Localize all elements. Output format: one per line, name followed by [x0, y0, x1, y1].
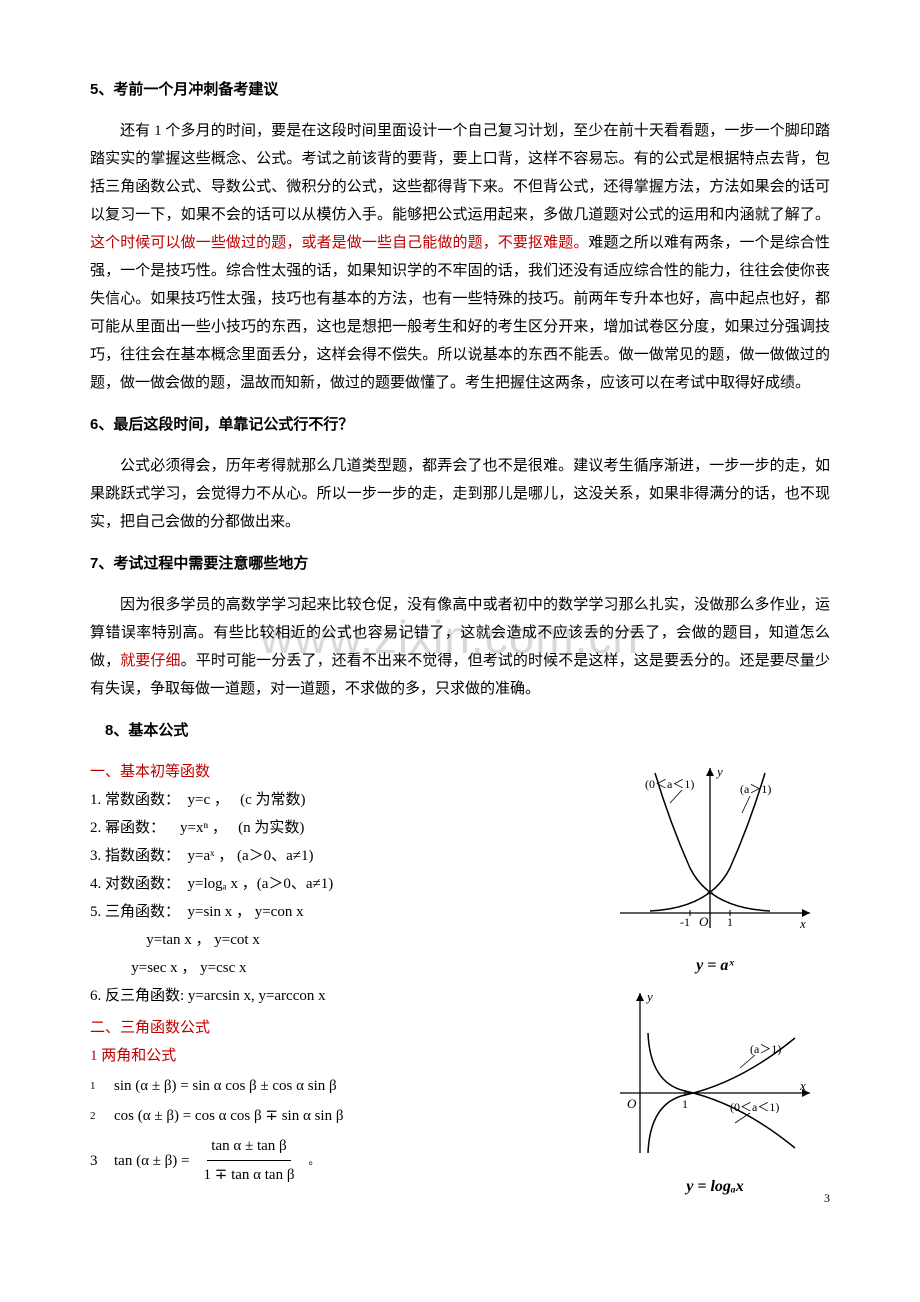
tick-1: 1	[727, 915, 733, 929]
exp-graph: 1 -1 O x y (0＜a＜1) (a＞1)	[600, 758, 820, 948]
section-5-para: 还有 1 个多月的时间，要是在这段时间里面设计一个自己复习计划，至少在前十天看看…	[90, 117, 830, 397]
section-6-heading: 6、最后这段时间，单靠记公式行不行？	[90, 413, 830, 434]
origin-O: O	[699, 914, 709, 929]
basic-functions-block: 一、基本初等函数 1. 常数函数： y=c ， (c 为常数) 2. 幂函数： …	[90, 758, 580, 1189]
s7-text-b: 。平时可能一分丢了，还看不出来不觉得，但考试的时候不是这样，这是要丢分的。还是要…	[90, 653, 830, 697]
exp-graph-caption: y = aˣ	[600, 957, 830, 975]
func-line-7: y=sec x ， y=csc x	[90, 954, 580, 982]
formula-columns: 一、基本初等函数 1. 常数函数： y=c ， (c 为常数) 2. 幂函数： …	[90, 758, 830, 1196]
func-line-1: 1. 常数函数： y=c ， (c 为常数)	[90, 786, 580, 814]
func-line-8: 6. 反三角函数: y=arcsin x, y=arccon x	[90, 982, 580, 1010]
document-page: www.zixin.com.cn 5、考前一个月冲刺备考建议 还有 1 个多月的…	[0, 0, 920, 1226]
eq-num-2: 2	[90, 1102, 104, 1130]
eq-2: cos (α ± β) = cos α cos β ∓ sin α sin β	[114, 1102, 343, 1130]
eq-1: sin (α ± β) = sin α cos β ± cos α sin β	[114, 1072, 337, 1100]
eq-3-numerator: tan α ± tan β	[207, 1132, 290, 1161]
eq-num-1: 1	[90, 1072, 104, 1100]
eq-row-3: 3 tan (α ± β) = tan α ± tan β 1 ∓ tan α …	[90, 1132, 580, 1189]
log-graph: 1 O x y (a＞1) (0＜a＜1)	[600, 983, 820, 1163]
tick-n1: -1	[680, 915, 690, 929]
func-line-4: 4. 对数函数： y=logₐ x ，(a＞0、a≠1)	[90, 870, 580, 898]
log-label-gt: (a＞1)	[750, 1042, 781, 1056]
section-7-para: 因为很多学员的高数学学习起来比较仓促，没有像高中或者初中的数学学习那么扎实，没做…	[90, 591, 830, 703]
eq-3-denominator: 1 ∓ tan α tan β	[200, 1161, 299, 1189]
sub2-title: 二、三角函数公式	[90, 1014, 580, 1042]
log-label-lt: (0＜a＜1)	[730, 1100, 779, 1114]
eq-num-3: 3	[90, 1147, 104, 1175]
eq-row-2: 2 cos (α ± β) = cos α cos β ∓ sin α sin …	[90, 1102, 580, 1130]
axis-y-label: y	[715, 764, 723, 779]
log-axis-y: y	[645, 989, 653, 1004]
graphs-column: 1 -1 O x y (0＜a＜1) (a＞1) y = aˣ	[600, 758, 830, 1196]
eq-row-1: 1 sin (α ± β) = sin α cos β ± cos α sin …	[90, 1072, 580, 1100]
axis-x-label: x	[799, 916, 806, 931]
label-a-lt-1: (0＜a＜1)	[645, 777, 694, 791]
s5-text-a: 还有 1 个多月的时间，要是在这段时间里面设计一个自己复习计划，至少在前十天看看…	[90, 123, 830, 223]
eq-3-lhs: tan (α ± β) =	[114, 1147, 190, 1175]
log-origin-O: O	[627, 1096, 637, 1111]
func-line-6: y=tan x ， y=cot x	[90, 926, 580, 954]
sub1-title: 一、基本初等函数	[90, 758, 580, 786]
func-line-5: 5. 三角函数： y=sin x ， y=con x	[90, 898, 580, 926]
log-axis-x: x	[799, 1078, 806, 1093]
eq-3-fraction: tan α ± tan β 1 ∓ tan α tan β	[200, 1132, 299, 1189]
eq-3-trail: 。	[308, 1147, 319, 1175]
content: 5、考前一个月冲刺备考建议 还有 1 个多月的时间，要是在这段时间里面设计一个自…	[90, 78, 830, 1196]
log-tick-1: 1	[682, 1097, 688, 1111]
func-line-3: 3. 指数函数： y=aˣ ， (a＞0、a≠1)	[90, 842, 580, 870]
func-line-2: 2. 幂函数： y=xⁿ ， (n 为实数)	[90, 814, 580, 842]
section-5-heading: 5、考前一个月冲刺备考建议	[90, 78, 830, 99]
sub2-item: 1 两角和公式	[90, 1042, 580, 1070]
formula-left-column: 一、基本初等函数 1. 常数函数： y=c ， (c 为常数) 2. 幂函数： …	[90, 758, 580, 1196]
label-a-gt-1: (a＞1)	[740, 782, 771, 796]
section-6-para: 公式必须得会，历年考得就那么几道类型题，都弄会了也不是很难。建议考生循序渐进，一…	[90, 452, 830, 536]
s5-text-b: 难题之所以难有两条，一个是综合性强，一个是技巧性。综合性太强的话，如果知识学的不…	[90, 235, 830, 391]
s5-text-red: 这个时候可以做一些做过的题，或者是做一些自己能做的题，不要抠难题。	[90, 235, 588, 251]
log-graph-caption: y = logₐx	[600, 1178, 830, 1196]
s7-text-red: 就要仔细	[120, 653, 180, 669]
section-7-heading: 7、考试过程中需要注意哪些地方	[90, 552, 830, 573]
section-8-heading: 8、基本公式	[90, 719, 830, 740]
